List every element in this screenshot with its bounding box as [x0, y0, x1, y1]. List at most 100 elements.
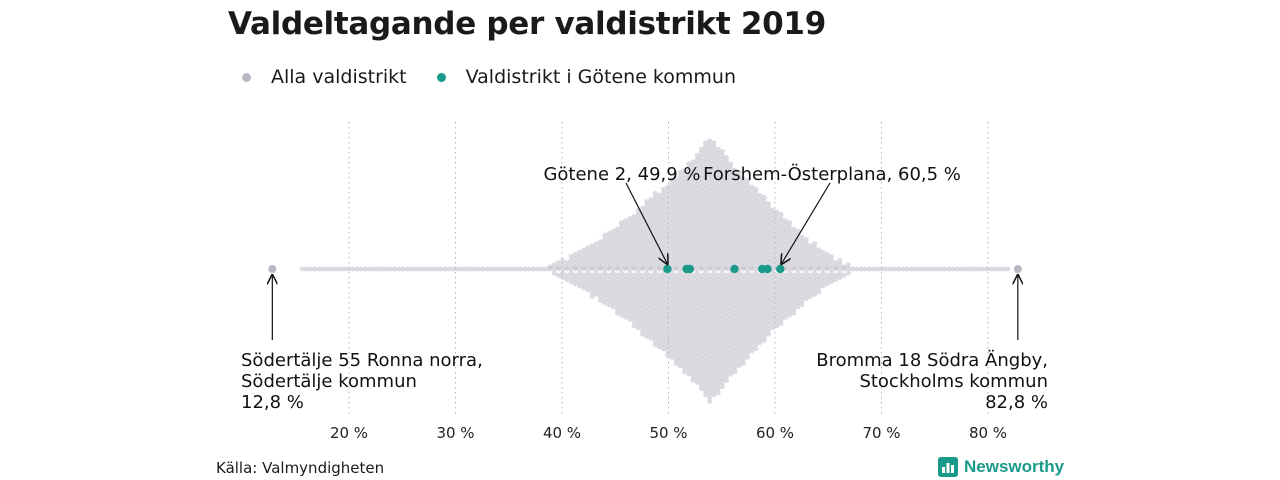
district-dot — [719, 333, 725, 339]
district-dot — [707, 266, 713, 272]
district-dot — [602, 258, 608, 264]
district-dot — [606, 247, 612, 253]
district-dot — [715, 348, 721, 354]
district-dot — [728, 169, 734, 175]
district-dot — [707, 361, 713, 366]
district-dot — [736, 283, 742, 289]
district-dot — [719, 363, 725, 369]
district-dot — [820, 270, 826, 276]
district-dot — [598, 256, 603, 261]
district-dot — [808, 272, 813, 278]
district-dot — [644, 258, 650, 264]
district-dot — [715, 251, 721, 257]
district-dot — [732, 327, 738, 333]
district-dot — [824, 256, 830, 261]
district-dot — [698, 197, 704, 203]
district-dot — [690, 201, 696, 207]
district-dot — [677, 186, 683, 192]
district-dot — [669, 203, 675, 209]
district-dot — [749, 260, 755, 266]
district-dot — [703, 220, 708, 226]
district-dot — [778, 287, 784, 293]
district-dot — [766, 314, 771, 320]
district-dot — [652, 321, 658, 327]
district-dot — [451, 266, 456, 272]
district-dot — [703, 153, 708, 159]
district-dot — [980, 266, 986, 272]
district-dot — [623, 310, 629, 316]
district-dot — [619, 258, 624, 264]
district-dot — [719, 190, 725, 196]
district-dot — [711, 190, 717, 196]
district-dot — [770, 228, 776, 234]
district-dot — [707, 344, 713, 350]
district-dot — [724, 163, 729, 169]
gotene-district-dot — [776, 264, 785, 274]
district-dot — [740, 285, 746, 291]
district-dot — [728, 241, 734, 247]
district-dot — [715, 285, 721, 291]
district-dot — [652, 249, 658, 255]
district-dot — [682, 323, 687, 329]
district-dot — [761, 211, 767, 217]
district-dot — [795, 279, 801, 285]
district-dot — [438, 266, 444, 272]
district-dot — [694, 358, 700, 364]
district-dot — [707, 293, 713, 299]
district-dot — [820, 279, 826, 285]
district-dot — [648, 214, 654, 219]
district-dot — [719, 220, 725, 226]
district-dot — [652, 342, 658, 348]
district-dot — [707, 142, 713, 148]
district-dot — [724, 281, 729, 287]
district-dot — [661, 216, 666, 222]
district-dot — [749, 235, 755, 240]
district-dot — [698, 201, 704, 207]
district-dot — [669, 325, 675, 331]
chart-title: Valdeltagande per valdistrikt 2019 — [228, 6, 826, 42]
district-dot — [703, 140, 708, 146]
district-dot — [740, 205, 746, 211]
district-dot — [707, 323, 713, 329]
district-dot — [698, 247, 704, 253]
district-dot — [631, 289, 637, 295]
district-dot — [761, 312, 767, 318]
district-dot — [669, 270, 675, 276]
district-dot — [690, 293, 696, 299]
district-dot — [627, 220, 633, 226]
district-dot — [635, 312, 641, 318]
district-dot — [782, 239, 788, 245]
district-dot — [665, 214, 671, 219]
district-dot — [661, 342, 666, 348]
district-dot — [711, 321, 717, 327]
district-dot — [757, 222, 763, 228]
district-dot — [682, 361, 687, 366]
district-dot — [694, 169, 700, 175]
district-dot — [740, 361, 746, 366]
district-dot — [392, 266, 398, 272]
district-dot — [736, 270, 742, 276]
district-dot — [753, 304, 759, 310]
district-dot — [627, 270, 633, 276]
district-dot — [614, 260, 620, 266]
district-dot — [799, 293, 805, 299]
district-dot — [845, 270, 851, 276]
district-dot — [724, 230, 729, 236]
district-dot — [694, 321, 700, 327]
district-dot — [732, 209, 738, 215]
district-dot — [724, 356, 729, 362]
district-dot — [325, 266, 330, 272]
district-dot — [656, 281, 662, 287]
district-dot — [707, 251, 713, 257]
district-dot — [669, 253, 675, 259]
district-dot — [711, 199, 717, 205]
district-dot — [757, 235, 763, 240]
district-dot — [644, 253, 650, 259]
district-dot — [711, 228, 717, 234]
district-dot — [661, 316, 666, 322]
district-dot — [719, 346, 725, 352]
district-dot — [690, 193, 696, 198]
district-dot — [829, 274, 834, 280]
district-dot — [690, 335, 696, 341]
district-dot — [715, 293, 721, 299]
